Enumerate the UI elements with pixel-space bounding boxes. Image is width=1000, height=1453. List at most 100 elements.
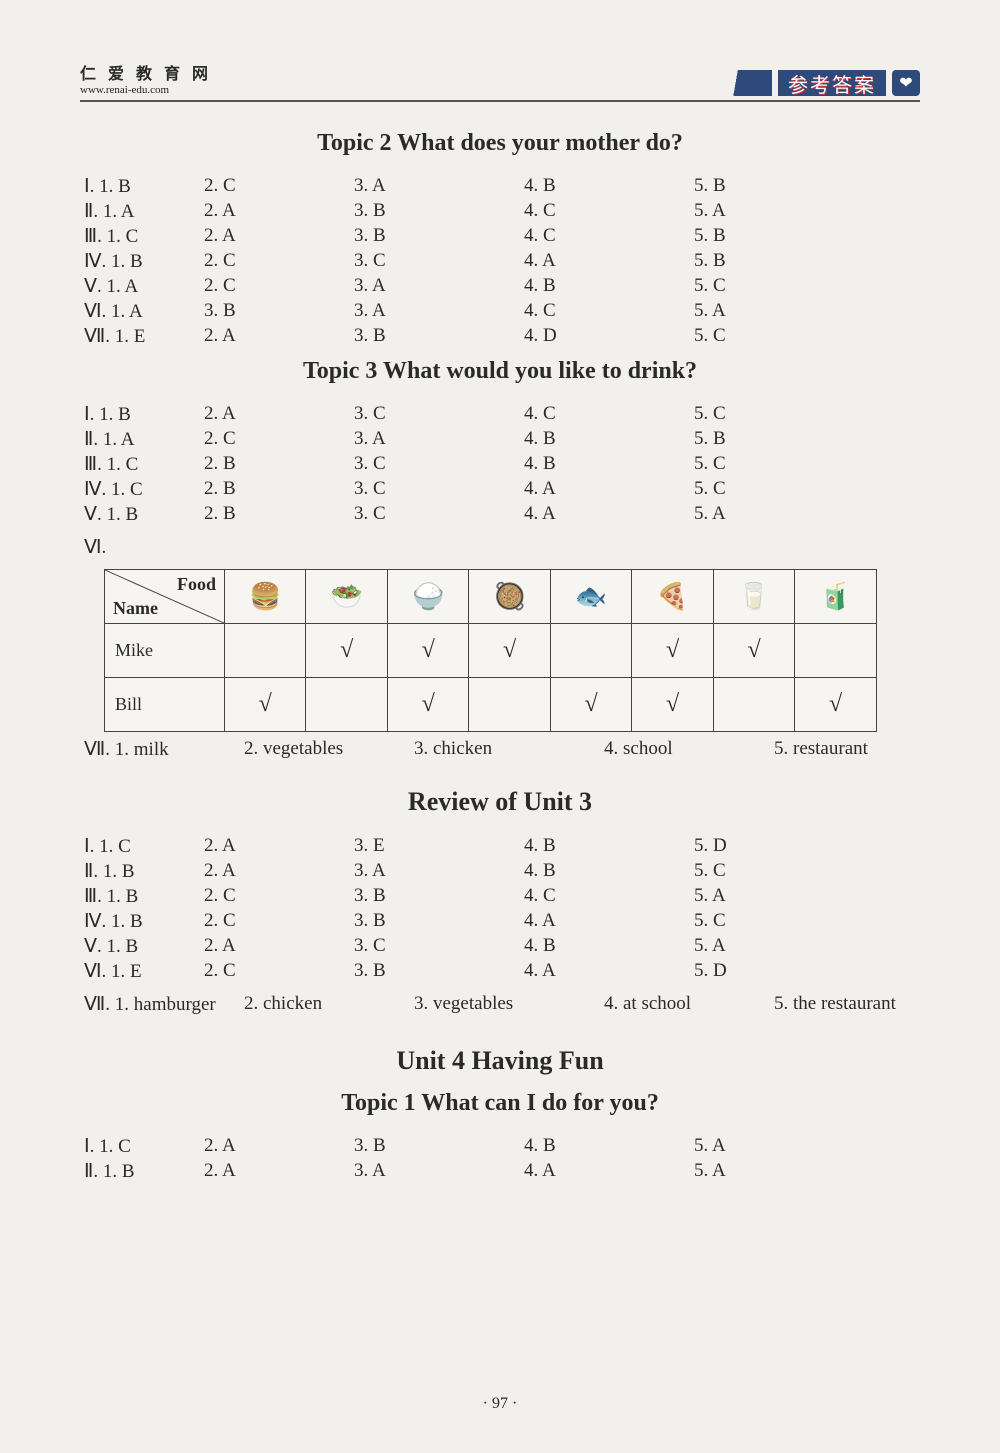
food-icon: 🥗 <box>331 582 363 611</box>
rn: Ⅶ. 1. hamburger <box>84 993 244 1016</box>
answer-cell: 3. A <box>354 175 524 198</box>
answer-cell: 5. C <box>694 453 844 476</box>
answer-cell: 5. A <box>694 503 844 526</box>
answer-cell: 5. C <box>694 478 844 501</box>
answer-cell: 5. C <box>694 860 844 883</box>
ribbon: 参考答案 ❤ <box>712 70 920 96</box>
food-icon: 🧃 <box>819 582 851 611</box>
row-name: Bill <box>105 678 225 732</box>
food-cell: √ <box>387 624 468 678</box>
ans: 5. restaurant <box>774 738 944 761</box>
food-cell <box>795 624 877 678</box>
ribbon-text: 参考答案 <box>778 70 886 96</box>
answer-cell: 4. C <box>524 300 694 323</box>
answer-cell: 4. A <box>524 1160 694 1183</box>
table-row: Mike√√√√√ <box>105 624 877 678</box>
row-name: Mike <box>105 624 225 678</box>
ans: 5. the restaurant <box>774 993 944 1016</box>
answer-cell: 2. A <box>204 860 354 883</box>
ribbon-slant <box>712 70 772 96</box>
food-cell: √ <box>550 678 631 732</box>
answer-cell: 3. C <box>354 503 524 526</box>
answer-row: Ⅳ. 1. C2. B3. C4. A5. C <box>84 478 920 501</box>
answer-cell: Ⅴ. 1. B <box>84 935 204 958</box>
answer-cell: 3. C <box>354 453 524 476</box>
answer-row: Ⅰ. 1. C2. A3. B4. B5. A <box>84 1135 920 1158</box>
topic2-title: Topic 2 What does your mother do? <box>80 130 920 157</box>
answer-cell: 2. A <box>204 1135 354 1158</box>
answer-cell: Ⅰ. 1. B <box>84 403 204 426</box>
answer-cell: 2. C <box>204 250 354 273</box>
answer-cell: 2. C <box>204 910 354 933</box>
answer-cell: Ⅶ. 1. E <box>84 325 204 348</box>
answer-row: Ⅶ. 1. E2. A3. B4. D5. C <box>84 325 920 348</box>
answer-cell: 3. B <box>354 225 524 248</box>
food-cell <box>469 678 550 732</box>
topic3-vii-row: Ⅶ. 1. milk 2. vegetables 3. chicken 4. s… <box>84 738 920 761</box>
review3-title: Review of Unit 3 <box>80 787 920 817</box>
answer-cell: 3. E <box>354 835 524 858</box>
food-cell: √ <box>306 624 387 678</box>
answer-cell: 2. A <box>204 935 354 958</box>
corner-food-label: Food <box>177 574 216 595</box>
answer-row: Ⅴ. 1. A2. C3. A4. B5. C <box>84 275 920 298</box>
answer-row: Ⅱ. 1. B2. A3. A4. A5. A <box>84 1160 920 1183</box>
table-row: Bill√√√√√ <box>105 678 877 732</box>
brand-block: 仁 爱 教 育 网 www.renai-edu.com <box>80 60 212 96</box>
topic3-vi-label: Ⅵ. <box>84 536 920 559</box>
answer-cell: 2. A <box>204 835 354 858</box>
food-table-corner: Food Name <box>105 570 225 624</box>
answer-cell: 3. B <box>354 960 524 983</box>
topic3-answers: Ⅰ. 1. B2. A3. C4. C5. CⅡ. 1. A2. C3. A4.… <box>84 403 920 526</box>
answer-cell: 4. A <box>524 478 694 501</box>
answer-cell: Ⅳ. 1. C <box>84 478 204 501</box>
answer-cell: Ⅱ. 1. B <box>84 1160 204 1183</box>
ans: 2. vegetables <box>244 738 414 761</box>
answer-row: Ⅰ. 1. B2. A3. C4. C5. C <box>84 403 920 426</box>
answer-cell: 4. C <box>524 225 694 248</box>
answer-cell: Ⅱ. 1. B <box>84 860 204 883</box>
food-icon: 🐟 <box>575 582 607 611</box>
brand-url: www.renai-edu.com <box>80 84 212 96</box>
food-cell <box>306 678 387 732</box>
answer-cell: 3. B <box>354 1135 524 1158</box>
answer-cell: 4. A <box>524 503 694 526</box>
answer-cell: 3. B <box>354 885 524 908</box>
answer-row: Ⅲ. 1. B2. C3. B4. C5. A <box>84 885 920 908</box>
answer-cell: 2. B <box>204 478 354 501</box>
unit4-title: Unit 4 Having Fun <box>80 1046 920 1076</box>
answer-cell: 5. A <box>694 885 844 908</box>
ans: 3. vegetables <box>414 993 604 1016</box>
answer-cell: 5. D <box>694 835 844 858</box>
answer-cell: Ⅵ. 1. E <box>84 960 204 983</box>
answer-cell: 4. B <box>524 935 694 958</box>
corner-name-label: Name <box>113 598 158 619</box>
food-cell: √ <box>387 678 468 732</box>
answer-cell: 5. C <box>694 910 844 933</box>
answer-cell: 2. A <box>204 200 354 223</box>
answer-cell: Ⅳ. 1. B <box>84 910 204 933</box>
answer-cell: 2. C <box>204 275 354 298</box>
answer-cell: 3. C <box>354 403 524 426</box>
food-icon: 🍔 <box>249 582 281 611</box>
answer-row: Ⅲ. 1. C2. A3. B4. C5. B <box>84 225 920 248</box>
answer-cell: 4. B <box>524 1135 694 1158</box>
answer-cell: Ⅰ. 1. B <box>84 175 204 198</box>
food-col-5: 🍕 <box>632 570 713 624</box>
food-cell <box>550 624 631 678</box>
answer-cell: 4. B <box>524 275 694 298</box>
answer-cell: 3. C <box>354 478 524 501</box>
answer-row: Ⅴ. 1. B2. A3. C4. B5. A <box>84 935 920 958</box>
answer-cell: 4. C <box>524 885 694 908</box>
unit4-topic1-title: Topic 1 What can I do for you? <box>80 1090 920 1117</box>
answer-cell: Ⅱ. 1. A <box>84 200 204 223</box>
food-icon: 🍚 <box>412 582 444 611</box>
brand-cn: 仁 爱 教 育 网 <box>80 60 212 84</box>
answer-cell: 3. A <box>354 428 524 451</box>
answer-row: Ⅳ. 1. B2. C3. C4. A5. B <box>84 250 920 273</box>
answer-cell: 5. C <box>694 403 844 426</box>
answer-row: Ⅵ. 1. E2. C3. B4. A5. D <box>84 960 920 983</box>
answer-cell: Ⅰ. 1. C <box>84 835 204 858</box>
answer-cell: 3. C <box>354 935 524 958</box>
answer-cell: 3. B <box>354 200 524 223</box>
